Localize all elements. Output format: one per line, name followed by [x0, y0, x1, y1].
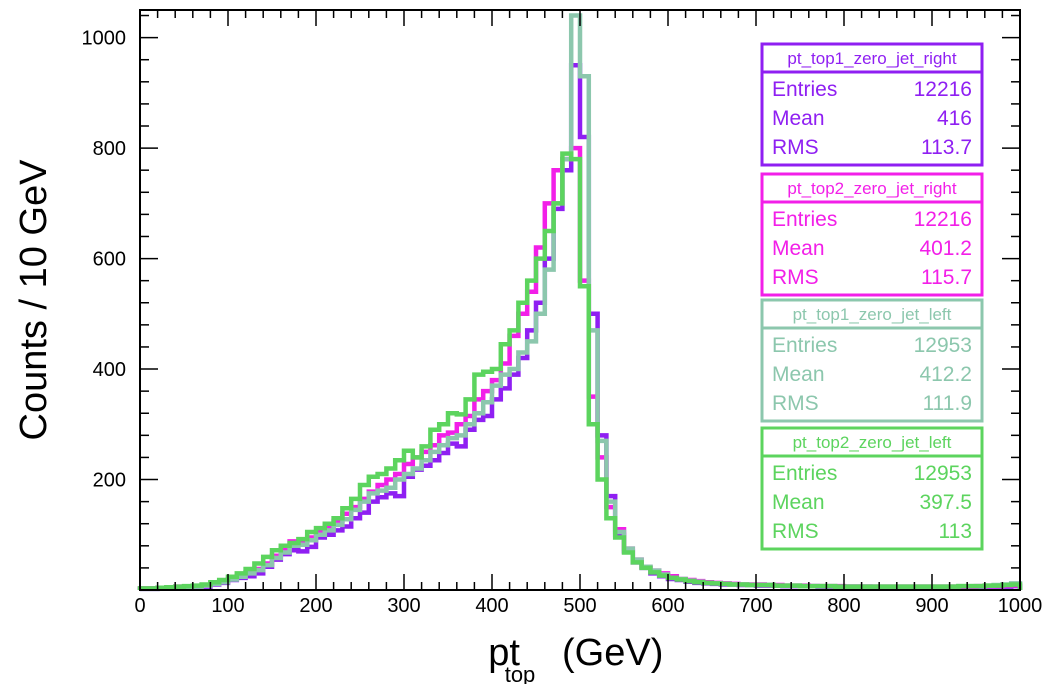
y-tick-label: 200 [93, 470, 126, 492]
stat-box-title: pt_top1_zero_jet_left [793, 305, 952, 324]
x-tick-label: 0 [134, 595, 145, 617]
stat-box-4: pt_top2_zero_jet_left Entries 12953 Mean 397… [760, 426, 984, 551]
x-axis-label-subscript: top [505, 662, 536, 684]
stat-value: 416 [937, 107, 972, 130]
stat-box-title: pt_top2_zero_jet_left [793, 433, 952, 452]
stat-value: 412.2 [919, 363, 972, 386]
stat-box-frame [760, 42, 984, 167]
stat-value: 113 [939, 520, 972, 543]
stat-box-frame [760, 172, 984, 297]
x-tick-label: 800 [827, 595, 860, 617]
stat-label: RMS [772, 392, 819, 415]
stat-label: Entries [772, 334, 837, 357]
stat-box-3: pt_top1_zero_jet_left Entries 12953 Mean 412… [760, 298, 984, 423]
stat-value: 113.7 [921, 136, 972, 159]
stat-box-2: pt_top2_zero_jet_right Entries 12216 Mean 40… [760, 172, 984, 297]
x-tick-label: 700 [739, 595, 772, 617]
stat-label: RMS [772, 520, 819, 543]
stat-label: Mean [772, 363, 825, 386]
stat-value: 401.2 [919, 237, 972, 260]
stat-value: 397.5 [919, 491, 972, 514]
stat-label: Mean [772, 491, 825, 514]
stat-boxes: pt_top1_zero_jet_right Entries 12216 Mean 41… [760, 42, 984, 551]
stat-label: Mean [772, 237, 825, 260]
y-tick-label: 1000 [82, 28, 127, 50]
stat-label: Entries [772, 78, 837, 101]
x-tick-label: 1000 [998, 595, 1043, 617]
y-tick-label: 600 [93, 249, 126, 271]
y-tick-label: 800 [93, 138, 126, 160]
stat-box-title: pt_top1_zero_jet_right [787, 49, 956, 68]
stat-box-title: pt_top2_zero_jet_right [787, 179, 956, 198]
x-tick-label: 600 [651, 595, 684, 617]
x-tick-label: 900 [915, 595, 948, 617]
stat-box-frame [760, 426, 984, 551]
stat-value: 115.7 [921, 266, 972, 289]
x-tick-label: 100 [211, 595, 244, 617]
histogram-series-4 [137, 151, 1023, 591]
stat-value: 111.9 [923, 392, 972, 415]
y-tick-label: 400 [93, 359, 126, 381]
stat-label: Mean [772, 107, 825, 130]
x-tick-label: 300 [387, 595, 420, 617]
stat-label: Entries [772, 208, 837, 231]
stat-value: 12216 [914, 208, 972, 231]
x-tick-label: 500 [563, 595, 596, 617]
stat-box-frame [760, 298, 984, 423]
stat-label: RMS [772, 136, 819, 159]
y-axis-label: Counts / 10 GeV [13, 159, 55, 441]
x-axis-label-unit: (GeV) [562, 632, 663, 674]
axis-layer: 0 100 200 300 400 500 600 700 800 900 1000 200 400 60… [82, 10, 1043, 617]
x-axis-label-main: pt [488, 632, 520, 674]
stat-value: 12953 [914, 462, 972, 485]
x-tick-label: 400 [475, 595, 508, 617]
stat-label: RMS [772, 266, 819, 289]
stat-value: 12216 [914, 78, 972, 101]
x-axis-label: pt top (GeV) [488, 632, 663, 684]
x-tick-label: 200 [299, 595, 332, 617]
stat-label: Entries [772, 462, 837, 485]
stat-value: 12953 [914, 334, 972, 357]
stat-box-1: pt_top1_zero_jet_right Entries 12216 Mean 41… [760, 42, 984, 167]
